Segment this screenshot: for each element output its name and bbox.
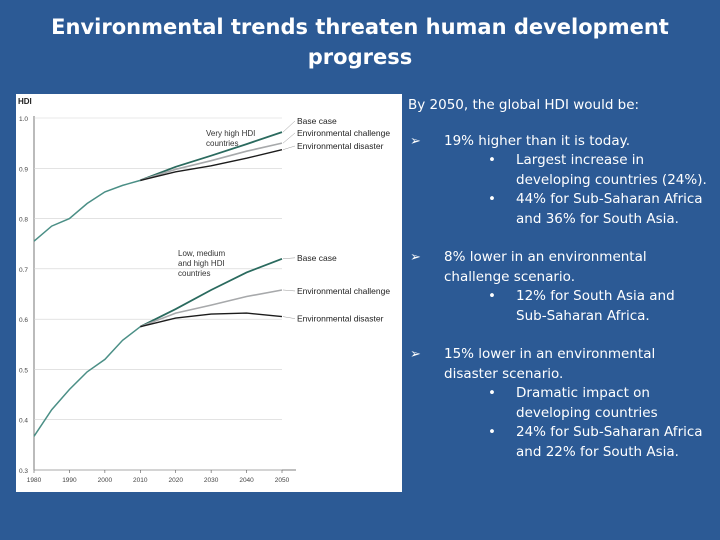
series-label: Environmental challenge [297,286,390,296]
leader-line [282,145,296,150]
bullet-item: ➢ 19% higher than it is today. • Largest… [408,132,708,230]
y-tick-label: 0.6 [19,317,28,324]
hdi-chart: HDI 1.0 0.9 0.8 0.7 0.6 0.5 0.4 0.3 1980 1990 2000… [16,94,402,492]
series-line [140,312,283,328]
x-tick-label: 2030 [204,477,219,484]
sub-bullet-text: 44% for Sub-Saharan Africa and 36% for S… [516,191,703,227]
y-tick-label: 0.8 [19,217,28,224]
bullets-intro: By 2050, the global HDI would be: [408,97,640,113]
arrow-bullet-icon: ➢ [410,347,421,362]
group-label: and high HDI [178,259,225,268]
title-line-2: progress [307,45,413,70]
slide-title: Environmental trends threaten human deve… [20,12,700,73]
leader-line [282,120,296,133]
dot-bullet-icon: • [488,152,496,168]
sub-bullet-text: 24% for Sub-Saharan Africa and 22% for S… [516,424,703,460]
dot-bullet-icon: • [488,191,496,207]
y-axis-title: HDI [18,97,32,106]
sub-bullet-text: 12% for South Asia and Sub-Saharan Afric… [516,288,675,324]
x-tick-label: 2050 [275,477,290,484]
sub-bullet: • Largest increase in developing countri… [444,151,708,190]
leader-line [282,257,296,260]
leader-line [282,289,296,292]
series-label: Environmental disaster [297,141,384,151]
x-tick-label: 2010 [133,477,148,484]
sub-bullet: • 12% for South Asia and Sub-Saharan Afr… [444,287,708,326]
arrow-bullet-icon: ➢ [410,133,421,149]
y-tick-label: 1.0 [19,116,28,123]
dot-bullet-icon: • [488,424,496,440]
leader-line [282,132,296,144]
series-label: Environmental disaster [297,314,384,324]
history-line [33,326,141,437]
dot-bullet-icon: • [488,288,496,304]
history-line [33,179,141,242]
sub-bullet-text: Largest increase in developing countries… [516,152,707,188]
series-line [140,149,283,182]
group-label: countries [206,139,238,148]
series-line [140,289,283,328]
sub-bullet: • 44% for Sub-Saharan Africa and 36% for… [444,190,708,229]
dot-bullet-icon: • [488,385,496,401]
bullet-text: 15% lower in an environmental disaster s… [444,346,656,382]
x-tick-label: 2020 [168,477,183,484]
leader-line [282,316,296,319]
group-label: countries [178,269,210,278]
series-line [139,257,283,328]
title-line-1: Environmental trends threaten human deve… [51,15,669,39]
y-tick-label: 0.3 [19,468,28,475]
sub-bullet-text: Dramatic impact on developing countries [516,385,658,421]
x-tick-label: 2040 [239,477,254,484]
sub-bullet: • 24% for Sub-Saharan Africa and 22% for… [444,423,708,462]
bullet-text: 8% lower in an environmental challenge s… [444,249,647,285]
bullet-item: ➢ 8% lower in an environmental challenge… [408,248,708,326]
bullet-panel: By 2050, the global HDI would be: ➢ 19% … [408,96,708,481]
x-tick-label: 1990 [62,477,77,484]
series-label: Base case [297,253,337,263]
y-tick-label: 0.4 [19,418,28,425]
y-tick-label: 0.9 [19,166,28,173]
x-tick-label: 2000 [98,477,113,484]
group-label: Low, medium [178,249,225,258]
bullet-item: ➢ 15% lower in an environmental disaster… [408,345,708,462]
y-tick-label: 0.5 [19,367,28,374]
arrow-bullet-icon: ➢ [410,250,421,265]
y-tick-label: 0.7 [19,267,28,274]
series-line [140,142,283,182]
group-label: Very high HDI [206,129,255,138]
series-label: Environmental challenge [297,128,390,138]
series-line [139,131,283,182]
sub-bullet: • Dramatic impact on developing countrie… [444,384,708,423]
x-tick-label: 1980 [27,477,42,484]
series-label: Base case [297,116,337,126]
hdi-chart-svg: HDI 1.0 0.9 0.8 0.7 0.6 0.5 0.4 0.3 1980 1990 2000… [18,97,390,484]
bullet-text: 19% higher than it is today. [444,132,631,149]
